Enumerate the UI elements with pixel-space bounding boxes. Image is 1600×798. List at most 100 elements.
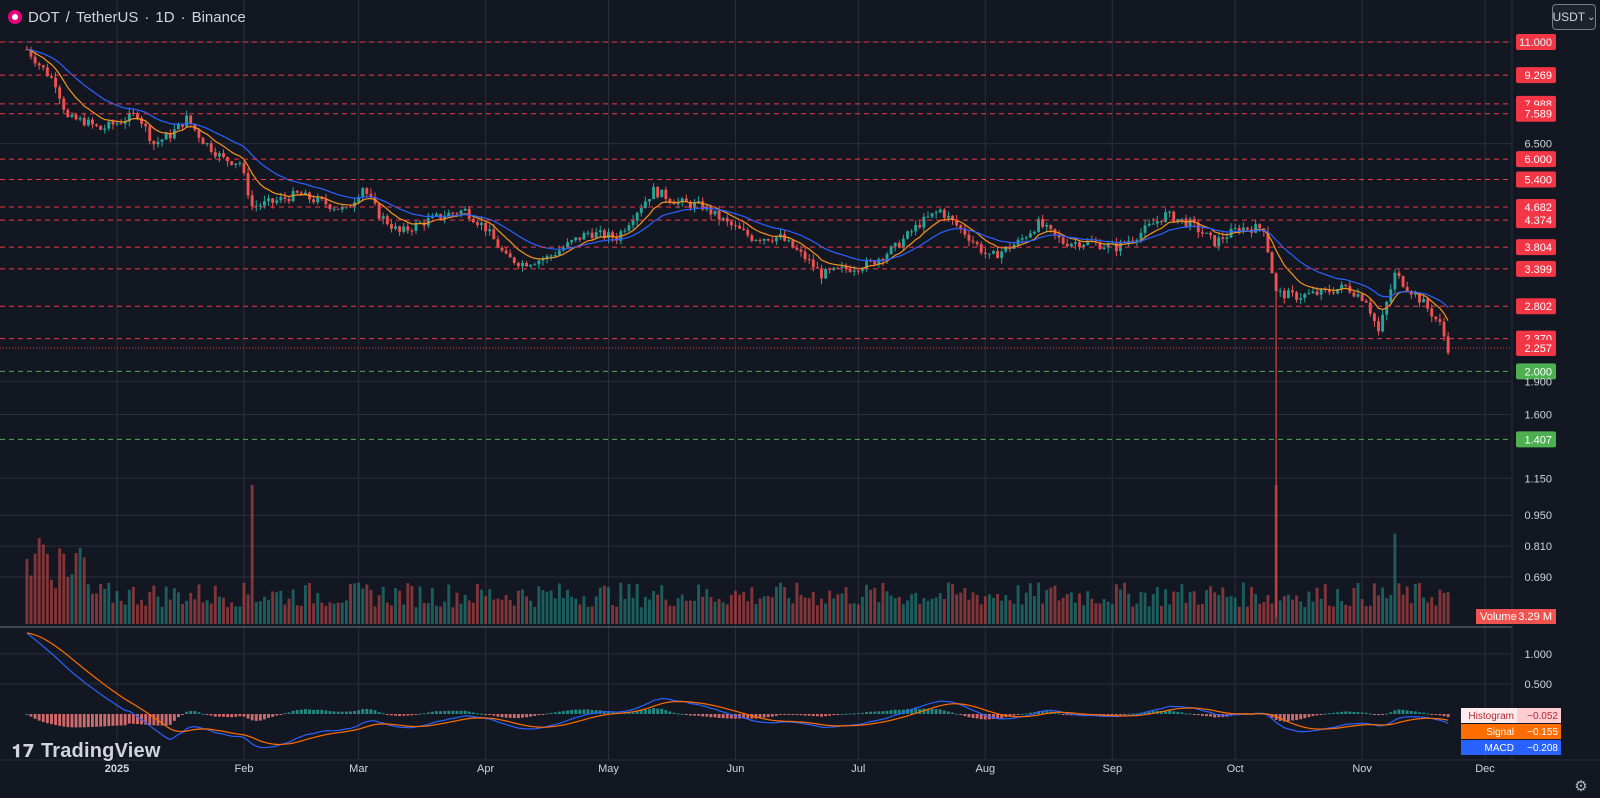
price-tick-label: 1.900	[1524, 376, 1552, 388]
volume-bar	[713, 601, 717, 624]
volume-bar	[1200, 604, 1204, 624]
macd-histogram-bar	[545, 713, 549, 715]
currency-select-button[interactable]: USDT ⌄	[1552, 4, 1596, 30]
level-price-label: 7.589	[1516, 105, 1556, 122]
macd-histogram-bar	[226, 714, 230, 718]
macd-histogram-bar	[684, 714, 688, 715]
macd-histogram-bar	[934, 709, 938, 714]
macd-histogram-bar	[1438, 714, 1442, 716]
candle-body	[725, 218, 729, 222]
candle-body	[676, 201, 680, 205]
macd-legend-label: MACD	[1485, 743, 1514, 754]
volume-bar	[848, 603, 852, 624]
macd-histogram-bar	[1422, 712, 1425, 714]
macd-histogram-bar	[148, 714, 152, 726]
macd-histogram-bar	[267, 714, 270, 718]
volume-bar	[525, 596, 529, 624]
candle-body	[177, 123, 180, 130]
macd-histogram-bar	[1024, 713, 1028, 715]
indicator-legend: Histogram −0.052 Signal −0.155 MACD −0.208	[1461, 708, 1561, 755]
macd-histogram-bar	[1266, 714, 1270, 716]
macd-histogram-bar	[774, 714, 778, 716]
tradingview-logo[interactable]: 𝟏𝟳 TradingView	[12, 740, 161, 763]
candle-body	[1434, 316, 1438, 320]
volume-bar	[598, 587, 602, 624]
volume-bar	[254, 602, 258, 624]
macd-histogram-bar	[1446, 714, 1450, 718]
macd-histogram-bar	[779, 714, 782, 715]
symbol-title[interactable]: DOT / TetherUS · 1D · Binance	[8, 6, 246, 28]
volume-bar	[369, 589, 373, 624]
volume-bar	[324, 605, 328, 624]
macd-histogram-bar	[1401, 709, 1405, 714]
macd-histogram-bar	[1291, 714, 1294, 721]
candle-body	[1405, 286, 1409, 292]
level-label-bg	[1516, 105, 1556, 122]
candle-body	[885, 254, 889, 261]
macd-histogram-bar	[1008, 714, 1012, 717]
volume-bar	[824, 603, 828, 624]
volume-bar	[312, 603, 316, 624]
title-separator: /	[65, 8, 70, 26]
candle-body	[1098, 242, 1102, 250]
macd-histogram-bar	[189, 710, 193, 714]
volume-bar	[627, 584, 631, 624]
volume-bar	[287, 598, 291, 624]
volume-bar	[942, 599, 946, 624]
volume-bar	[1303, 607, 1307, 624]
macd-histogram-bar	[1184, 713, 1188, 715]
candle-body	[549, 255, 553, 257]
macd-histogram-bar	[717, 714, 721, 719]
macd-histogram-bar	[1413, 711, 1417, 714]
volume-bar	[1413, 583, 1417, 624]
volume-bar	[459, 603, 463, 624]
volume-bar	[607, 587, 610, 624]
candle-body	[1266, 231, 1270, 253]
candle-body	[78, 117, 82, 120]
candle-body	[787, 240, 791, 242]
candle-body	[95, 124, 98, 126]
volume-bar	[664, 599, 668, 624]
volume-bar	[770, 597, 774, 624]
volume-bar	[1262, 602, 1266, 624]
volume-bar	[1073, 602, 1077, 624]
volume-bar	[1348, 605, 1352, 624]
candle-body	[295, 190, 299, 193]
candle-body	[635, 212, 639, 221]
candle-body	[516, 263, 520, 267]
macd-histogram-bar	[86, 714, 90, 728]
volume-bar	[66, 577, 70, 624]
volume-bar	[996, 594, 1000, 624]
gear-icon[interactable]: ⚙	[1574, 778, 1588, 795]
macd-histogram-bar	[848, 713, 852, 715]
candle-body	[967, 234, 971, 241]
candle-body	[99, 125, 103, 130]
candle-body	[926, 216, 930, 218]
volume-bar	[205, 600, 209, 624]
macd-histogram-bar	[897, 709, 901, 714]
candle-body	[1028, 233, 1032, 238]
time-tick-label: Jul	[851, 763, 865, 775]
volume-bar	[1438, 589, 1442, 624]
volume-bar	[500, 599, 504, 624]
macd-histogram-bar	[1372, 714, 1376, 715]
candle-body	[1442, 321, 1446, 337]
candle-body	[1368, 302, 1372, 314]
macd-histogram-bar	[713, 714, 717, 718]
volume-bar	[856, 604, 860, 624]
candle-body	[828, 269, 832, 271]
volume-bar	[279, 590, 283, 624]
macd-histogram-bar	[1200, 714, 1204, 716]
macd-histogram-bar	[508, 714, 512, 718]
macd-histogram-bar	[570, 709, 574, 714]
volume-bar	[316, 593, 320, 624]
macd-histogram-bar	[414, 714, 418, 715]
volume-bar	[1106, 601, 1110, 624]
macd-histogram-bar	[447, 710, 451, 714]
chevron-down-icon: ⌄	[1587, 11, 1596, 23]
macd-histogram-bar	[783, 714, 787, 715]
level-label-text: 3.804	[1524, 242, 1552, 254]
candle-body	[557, 250, 561, 256]
macd-histogram-bar	[1434, 714, 1438, 715]
